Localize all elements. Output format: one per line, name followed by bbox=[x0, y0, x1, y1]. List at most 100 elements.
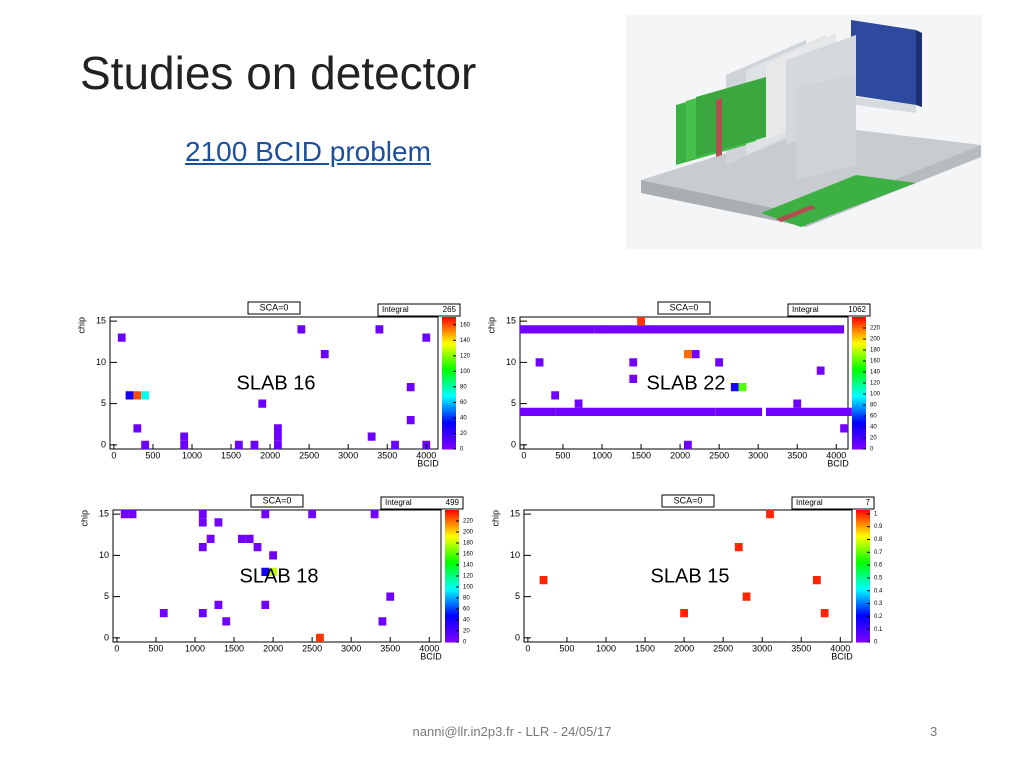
colorbar-step bbox=[856, 527, 870, 531]
colorbar-step bbox=[442, 354, 456, 358]
z-tick-label: 20 bbox=[870, 436, 877, 442]
colorbar-step bbox=[445, 536, 459, 540]
colorbar-step bbox=[852, 317, 866, 320]
cell bbox=[234, 440, 243, 449]
cell bbox=[742, 592, 751, 601]
z-tick-label: 20 bbox=[463, 629, 470, 635]
colorbar-step bbox=[445, 626, 459, 630]
colorbar-step bbox=[856, 595, 870, 599]
x-tick-label: 0 bbox=[111, 450, 116, 460]
colorbar-step bbox=[856, 639, 870, 643]
colorbar-step bbox=[442, 387, 456, 391]
colorbar-step bbox=[852, 328, 866, 331]
cell bbox=[375, 325, 384, 334]
z-tick-label: 140 bbox=[870, 370, 881, 376]
colorbar-step bbox=[856, 617, 870, 621]
colorbar-step bbox=[856, 602, 870, 606]
z-tick-label: 120 bbox=[463, 574, 474, 580]
colorbar-step bbox=[852, 427, 866, 430]
cell bbox=[766, 510, 774, 519]
cell bbox=[391, 440, 399, 449]
colorbar-step bbox=[445, 551, 459, 555]
stats-label: Integral bbox=[385, 498, 412, 507]
colorbar-step bbox=[445, 635, 459, 639]
colorbar-step bbox=[445, 609, 459, 612]
colorbar-step bbox=[445, 534, 459, 537]
x-tick-label: 1000 bbox=[185, 643, 205, 653]
colorbar-step bbox=[445, 554, 459, 557]
colorbar-step bbox=[442, 418, 456, 421]
colorbar-step bbox=[856, 540, 870, 544]
cell bbox=[206, 534, 215, 543]
colorbar-step bbox=[852, 369, 866, 373]
colorbar-step bbox=[445, 622, 459, 625]
colorbar-step bbox=[856, 635, 870, 639]
colorbar-step bbox=[856, 582, 870, 586]
colorbar-step bbox=[856, 565, 870, 568]
cell bbox=[406, 383, 415, 392]
colorbar-step bbox=[442, 325, 456, 329]
colorbar-step bbox=[442, 394, 456, 397]
x-tick-label: 3500 bbox=[787, 450, 807, 460]
cell bbox=[386, 592, 395, 601]
colorbar-step bbox=[442, 380, 456, 384]
x-tick-label: 1500 bbox=[221, 450, 241, 460]
colorbar-step bbox=[445, 587, 459, 590]
z-tick-label: 60 bbox=[870, 414, 877, 420]
colorbar-step bbox=[856, 556, 870, 559]
x-axis-label: BCID bbox=[420, 651, 442, 661]
colorbar-step bbox=[852, 402, 866, 406]
colorbar-step bbox=[856, 562, 870, 566]
colorbar-step bbox=[856, 529, 870, 533]
colorbar-step bbox=[445, 613, 459, 617]
colorbar-step bbox=[442, 400, 456, 404]
x-axis-label: BCID bbox=[827, 458, 849, 468]
colorbar-step bbox=[856, 534, 870, 537]
colorbar-step bbox=[442, 389, 456, 393]
z-tick-label: 140 bbox=[460, 338, 471, 344]
cell bbox=[680, 609, 688, 618]
colorbar-step bbox=[442, 341, 456, 344]
colorbar-step bbox=[856, 569, 870, 573]
colorbar-step bbox=[442, 356, 456, 360]
colorbar-step bbox=[856, 573, 870, 577]
colorbar-step bbox=[445, 595, 459, 599]
colorbar-step bbox=[856, 543, 870, 546]
cell bbox=[734, 543, 743, 552]
y-tick-label: 0 bbox=[104, 632, 109, 642]
colorbar-step bbox=[856, 578, 870, 581]
y-axis-label: chip bbox=[486, 317, 496, 334]
colorbar-step bbox=[445, 521, 459, 524]
x-tick-label: 4000 bbox=[826, 450, 846, 460]
x-tick-label: 3500 bbox=[377, 450, 397, 460]
colorbar-step bbox=[852, 365, 866, 369]
colorbar-step bbox=[852, 341, 866, 344]
colorbar-step bbox=[856, 604, 870, 608]
z-tick-label: 0.6 bbox=[874, 563, 883, 569]
x-tick-label: 3500 bbox=[380, 643, 400, 653]
x-tick-label: 0 bbox=[525, 643, 530, 653]
x-tick-label: 2500 bbox=[299, 450, 319, 460]
colorbar-step bbox=[445, 512, 459, 515]
colorbar-step bbox=[442, 383, 456, 386]
x-tick-label: 4000 bbox=[416, 450, 436, 460]
colorbar-step bbox=[852, 358, 866, 362]
colorbar-step bbox=[442, 372, 456, 375]
z-tick-label: 40 bbox=[463, 618, 470, 624]
cell bbox=[261, 510, 270, 519]
z-tick-label: 140 bbox=[463, 563, 474, 569]
colorbar-step bbox=[852, 345, 866, 349]
colorbar-step bbox=[852, 400, 866, 404]
colorbar-step bbox=[445, 628, 459, 632]
colorbar-step bbox=[852, 387, 866, 391]
colorbar-step bbox=[856, 613, 870, 617]
cell bbox=[691, 350, 700, 359]
colorbar-step bbox=[856, 536, 870, 540]
slide-subtitle: 2100 BCID problem bbox=[185, 136, 431, 167]
colorbar-step bbox=[852, 343, 866, 347]
x-axis-label: BCID bbox=[831, 651, 853, 661]
z-tick-label: 0.1 bbox=[874, 627, 883, 633]
colorbar-step bbox=[852, 321, 866, 325]
y-tick-label: 0 bbox=[511, 439, 516, 449]
x-tick-label: 2000 bbox=[670, 450, 690, 460]
